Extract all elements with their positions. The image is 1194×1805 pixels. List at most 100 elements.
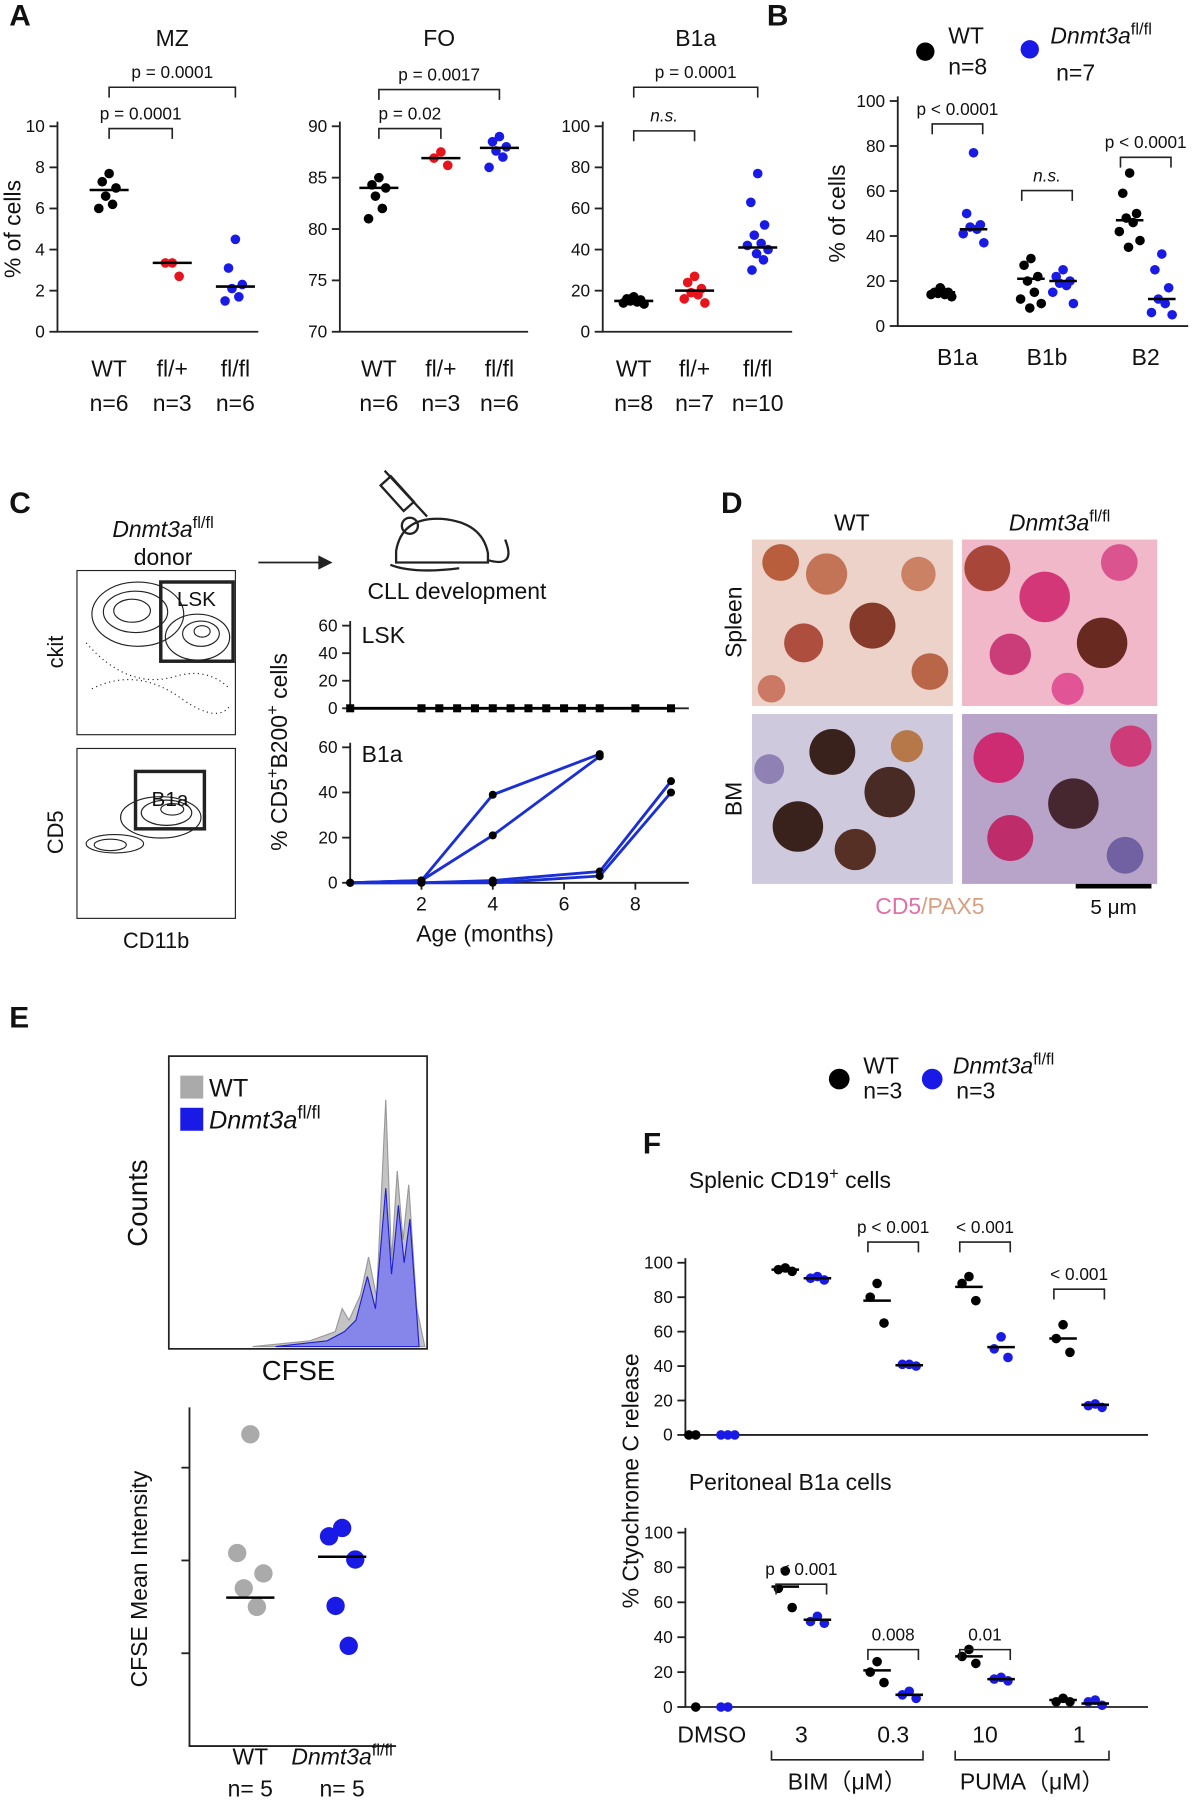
marker <box>488 878 497 887</box>
group-label: PUMA（μM） <box>960 1769 1104 1795</box>
category-label: B1a <box>937 344 978 370</box>
legend-label: WT <box>863 1052 899 1078</box>
series-line <box>350 780 673 885</box>
marker <box>595 704 604 713</box>
data-point <box>1124 168 1135 178</box>
y-tick-label: 40 <box>654 1356 673 1376</box>
data-point <box>230 234 241 245</box>
marker <box>488 704 497 713</box>
data-point <box>756 238 766 249</box>
y-tick-label: 90 <box>308 116 327 136</box>
n-label: n=6 <box>216 390 255 416</box>
scale-bar-label: 5 μm <box>1090 896 1136 919</box>
text-part: cells <box>266 653 292 705</box>
data-point <box>693 289 703 300</box>
text-part: fl/fl <box>1131 19 1152 38</box>
comparison-label: 0.01 <box>968 1624 1001 1644</box>
axes <box>188 1407 397 1747</box>
data-point <box>107 199 118 210</box>
bracket <box>108 86 237 98</box>
data-point <box>1068 298 1079 309</box>
data-point <box>759 220 770 230</box>
chart-title: B1a <box>362 741 403 767</box>
data-point <box>1019 260 1029 271</box>
category-label: WT <box>616 356 652 382</box>
n-label: n=6 <box>359 390 398 416</box>
y-tick-label: 80 <box>308 219 327 239</box>
bracket <box>632 86 759 98</box>
marker <box>542 704 551 713</box>
data-point <box>346 1550 365 1569</box>
data-point <box>1003 1352 1013 1363</box>
comparison-label: n.s. <box>650 106 678 126</box>
flow-y-label: CD5 <box>43 810 68 854</box>
y-tick-label: 60 <box>654 1321 673 1341</box>
flow-plots <box>76 569 236 919</box>
text-part: fl/fl <box>372 1740 393 1759</box>
bracket <box>378 88 501 100</box>
data-point <box>1083 1696 1094 1707</box>
comparison-label: p = 0.0001 <box>131 62 213 82</box>
data-point <box>787 1266 797 1277</box>
data-point <box>234 1579 253 1598</box>
gate-label: LSK <box>177 588 216 611</box>
marker <box>577 704 586 713</box>
y-tick-label: 40 <box>654 1627 673 1647</box>
data-point <box>498 152 508 162</box>
y-tick-label: 0 <box>581 322 591 342</box>
y-tick-label: 0 <box>663 1425 673 1445</box>
marker <box>631 704 640 713</box>
category-label: Dnmt3afl/fl <box>291 1740 392 1770</box>
donor-label: Dnmt3afl/fl <box>112 513 213 543</box>
y-tick-label: 40 <box>571 239 590 259</box>
category-label: 3 <box>795 1722 808 1748</box>
data-point <box>111 183 121 193</box>
y-tick-label: 0 <box>35 322 45 342</box>
data-point <box>872 1656 882 1667</box>
data-point <box>979 237 989 248</box>
bracket <box>775 1583 828 1595</box>
x-axis-label: Age (months) <box>416 920 554 946</box>
comparison-label: 0.008 <box>872 1624 915 1644</box>
legend-label: Dnmt3afl/fl <box>953 1049 1054 1079</box>
transplant-arrow <box>258 555 333 570</box>
panel-label: F <box>643 1128 661 1161</box>
n-label: n=6 <box>480 390 519 416</box>
data-point <box>723 1702 733 1712</box>
data-point <box>1058 264 1068 275</box>
chart-title: FO <box>423 25 455 51</box>
comparison-label: p < 0.001 <box>765 1559 837 1579</box>
data-point <box>805 1616 816 1627</box>
flow-y-label: ckit <box>43 636 68 669</box>
text-part: % CD5 <box>266 778 292 851</box>
data-point <box>436 147 446 157</box>
category-label: 0.3 <box>877 1722 909 1748</box>
text-part: Dnmt3a <box>291 1743 371 1769</box>
y-tick-label: 100 <box>644 1252 673 1272</box>
data-point <box>1029 287 1040 298</box>
category-label: B2 <box>1132 344 1160 370</box>
y-tick-label: 60 <box>866 181 885 201</box>
data-point <box>104 168 114 179</box>
y-tick-label: 0 <box>876 316 886 336</box>
marker <box>346 704 355 713</box>
marker <box>595 871 604 881</box>
data-point <box>773 1583 784 1594</box>
bracket <box>958 1241 1012 1253</box>
data-point <box>1026 253 1036 264</box>
panel-label: E <box>9 1001 29 1034</box>
data-point <box>97 176 108 187</box>
bracket <box>1053 1288 1106 1300</box>
x-tick-label: 8 <box>630 893 641 915</box>
y-tick-label: 80 <box>654 1557 673 1577</box>
comparison-label: p < 0.0001 <box>917 99 999 119</box>
y-axis-label: % of cells <box>0 180 26 278</box>
y-tick-label: 40 <box>318 643 337 663</box>
legend-n: n=8 <box>948 54 987 80</box>
group-bracket <box>954 1750 1110 1761</box>
y-tick-label: 6 <box>35 198 45 218</box>
legend-n: n=3 <box>863 1078 902 1104</box>
data-point <box>494 131 505 142</box>
axes <box>684 1258 1149 1436</box>
n-label: n=6 <box>90 390 129 416</box>
